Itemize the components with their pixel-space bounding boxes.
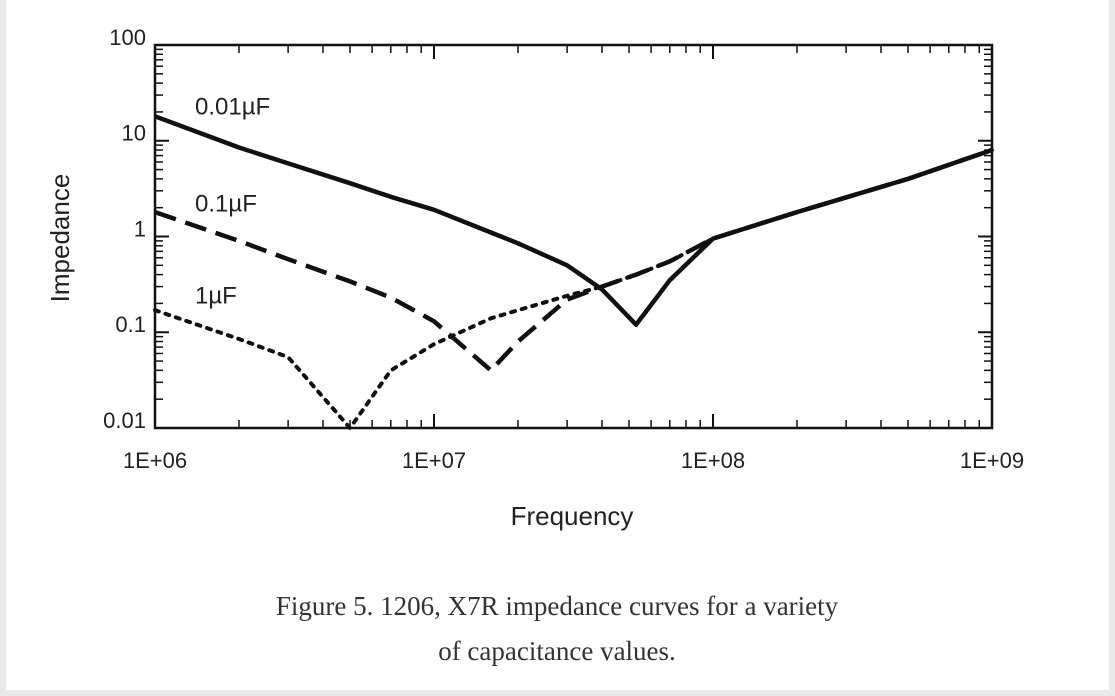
- curve-label: 0.1µF: [195, 190, 257, 217]
- caption-line: Figure 5. 1206, X7R impedance curves for…: [276, 591, 839, 621]
- y-tick-label: 0.01: [103, 408, 146, 433]
- x-tick-label: 1E+06: [123, 448, 187, 473]
- series-line: [154, 114, 993, 327]
- curve-label: 0.01µF: [195, 93, 270, 120]
- caption-line: of capacitance values.: [438, 636, 676, 666]
- x-tick-label: 1E+08: [681, 448, 745, 473]
- x-tick-label: 1E+07: [402, 448, 466, 473]
- curve-label: 1µF: [195, 282, 237, 309]
- y-tick-label: 10: [122, 121, 146, 146]
- y-tick-label: 100: [109, 25, 146, 50]
- x-tick-label: 1E+09: [960, 448, 1024, 473]
- x-axis-title: Frequency: [511, 501, 634, 531]
- y-axis-title: Impedance: [45, 174, 75, 303]
- y-tick-label: 1: [134, 216, 146, 241]
- y-tick-label: 0.1: [115, 312, 146, 337]
- series-line: [153, 148, 994, 430]
- background: [6, 0, 1109, 690]
